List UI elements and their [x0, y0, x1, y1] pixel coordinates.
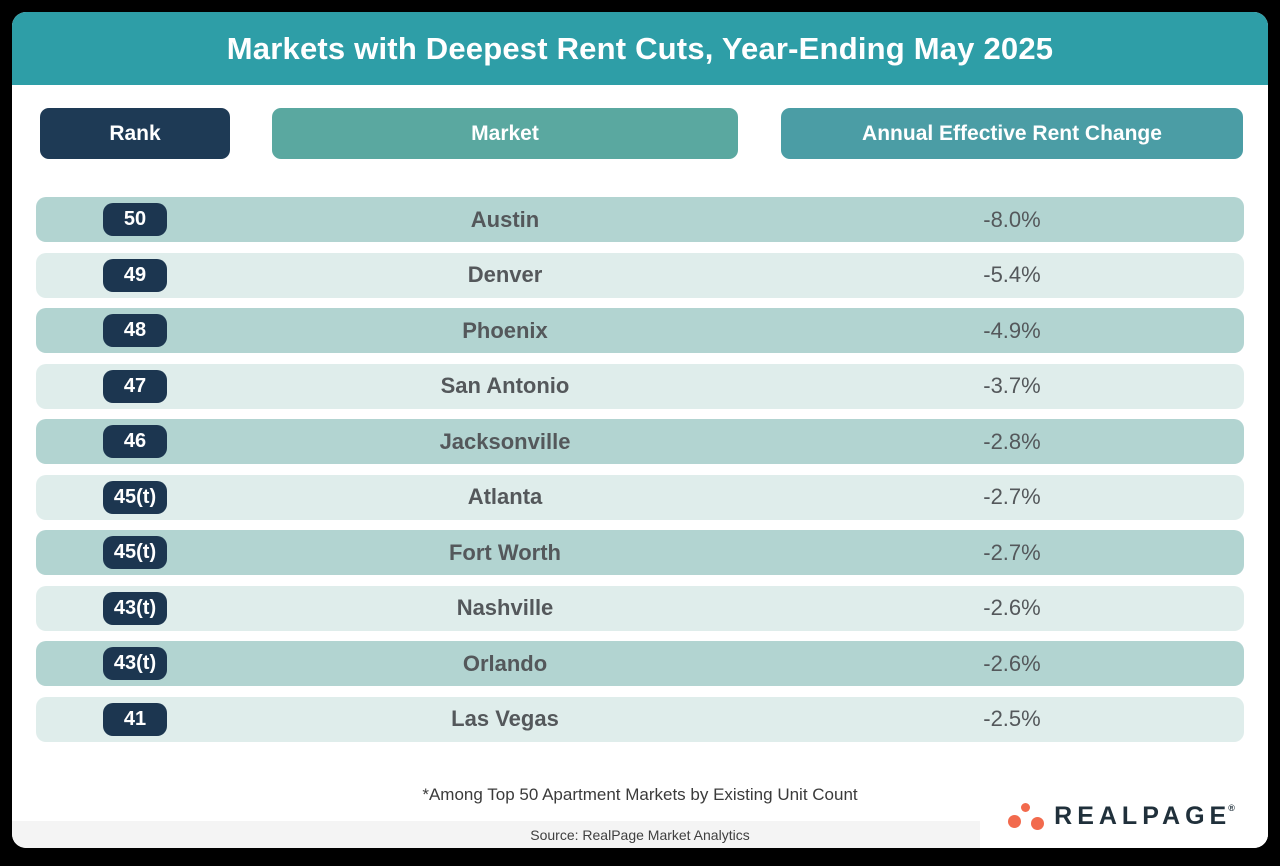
rent-change-cell: -2.6%: [983, 595, 1041, 620]
rank-badge: 45(t): [103, 480, 167, 514]
rent-change-cell: -3.7%: [983, 373, 1041, 398]
market-cell: Las Vegas: [451, 706, 559, 731]
realpage-wordmark: REALPAGE ®: [1054, 801, 1240, 830]
rank-badge: 50: [103, 203, 167, 236]
table-row: 45(t) Atlanta -2.7%: [36, 474, 1244, 520]
rent-change-cell: -2.8%: [983, 428, 1041, 454]
market-cell: Orlando: [462, 650, 548, 676]
table-row: 47 San Antonio -3.7%: [36, 363, 1244, 409]
market-cell: Atlanta: [467, 484, 543, 509]
source-text: Source: RealPage Market Analytics: [530, 826, 750, 843]
market-cell: Nashville: [456, 595, 554, 620]
table-row: 43(t) Orlando -2.6%: [36, 641, 1244, 686]
table-row: 46 Jacksonville -2.8%: [36, 419, 1244, 464]
rank-badge: 45(t): [103, 536, 167, 569]
registered-mark: ®: [1228, 802, 1240, 813]
market-cell: Phoenix: [462, 317, 548, 343]
title-bar: Markets with Deepest Rent Cuts, Year-End…: [12, 12, 1268, 85]
rank-badge: 43(t): [103, 647, 167, 680]
table-row: 43(t) Nashville -2.6%: [36, 585, 1244, 631]
table-row: 41 Las Vegas -2.5%: [36, 696, 1244, 742]
rank-badge: 46: [103, 425, 167, 458]
column-header-rank: Rank: [40, 108, 230, 159]
market-cell: San Antonio: [440, 373, 570, 398]
table-body: 50 Austin -8.0% 49 Denver -5.4% 48 Phoen…: [36, 197, 1244, 742]
rent-change-cell: -2.6%: [983, 650, 1041, 676]
rent-change-cell: -2.7%: [983, 484, 1041, 509]
column-header-change: Annual Effective Rent Change: [781, 108, 1243, 159]
market-cell: Fort Worth: [448, 539, 561, 565]
rent-change-cell: -8.0%: [983, 206, 1041, 232]
column-header-market-label: Market: [471, 121, 539, 145]
column-header-change-label: Annual Effective Rent Change: [862, 121, 1162, 145]
rent-change-cell: -2.5%: [983, 706, 1041, 731]
footnote: *Among Top 50 Apartment Markets by Exist…: [422, 785, 858, 804]
column-header-rank-label: Rank: [109, 121, 161, 145]
infographic-card: Markets with Deepest Rent Cuts, Year-End…: [12, 12, 1268, 848]
table-row: 48 Phoenix -4.9%: [36, 308, 1244, 353]
rank-badge: 47: [103, 369, 167, 403]
realpage-dots-icon: [1008, 802, 1045, 830]
column-header-market: Market: [272, 108, 738, 159]
realpage-logo: REALPAGE ®: [980, 784, 1268, 848]
table-row: 49 Denver -5.4%: [36, 252, 1244, 298]
rank-badge: 41: [103, 702, 167, 736]
rank-badge: 48: [103, 314, 167, 347]
rank-badge: 43(t): [103, 591, 167, 625]
market-cell: Denver: [467, 262, 543, 287]
rank-badge: 49: [103, 258, 167, 292]
table-row: 50 Austin -8.0%: [36, 197, 1244, 242]
rent-change-cell: -2.7%: [983, 539, 1041, 565]
rent-change-cell: -5.4%: [983, 262, 1041, 287]
market-cell: Jacksonville: [439, 428, 571, 454]
market-cell: Austin: [470, 206, 540, 232]
table-header: Rank Market Annual Effective Rent Change: [36, 108, 1244, 159]
table-row: 45(t) Fort Worth -2.7%: [36, 530, 1244, 575]
page-title: Markets with Deepest Rent Cuts, Year-End…: [226, 30, 1054, 66]
rent-change-cell: -4.9%: [983, 317, 1041, 343]
